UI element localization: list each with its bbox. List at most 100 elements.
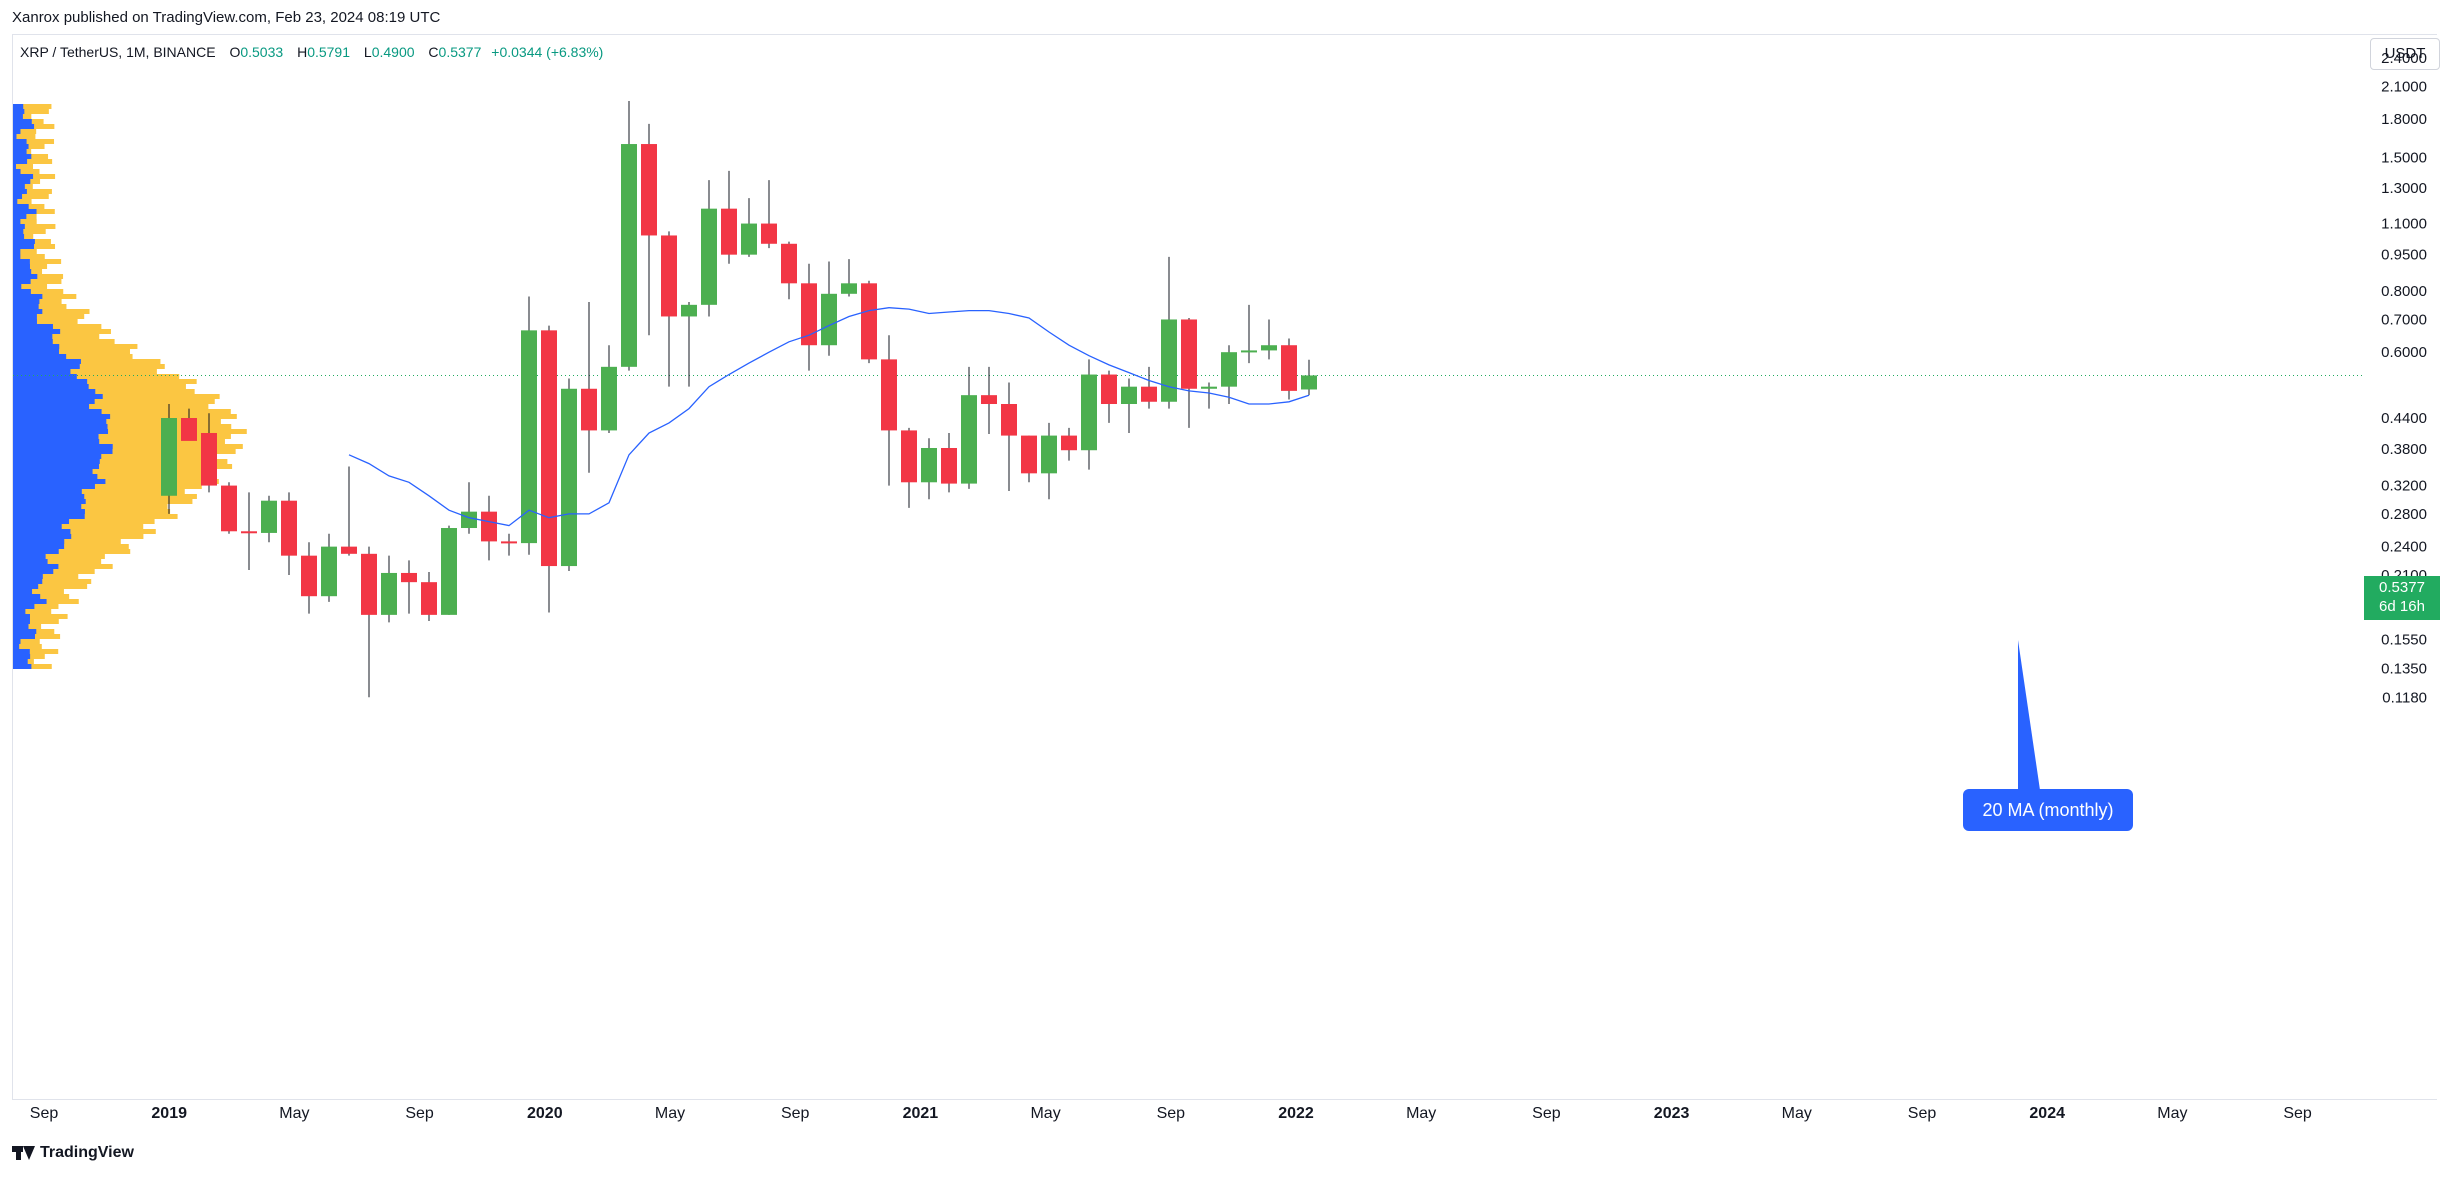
volume-profile-bar <box>13 344 138 349</box>
volume-profile-up-bar <box>13 264 30 269</box>
x-tick-label: Sep <box>30 1105 59 1122</box>
volume-profile-up-bar <box>13 169 21 174</box>
volume-profile-up-bar <box>13 114 23 119</box>
volume-profile-up-bar <box>13 354 67 359</box>
volume-profile-up-bar <box>13 389 96 394</box>
volume-profile-up-bar <box>13 194 23 199</box>
volume-profile-bar <box>13 224 56 229</box>
volume-profile-up-bar <box>13 534 72 539</box>
volume-profile-up-bar <box>13 254 21 259</box>
volume-profile-bar <box>13 489 185 494</box>
volume-profile-up-bar <box>13 374 77 379</box>
x-tick-label: May <box>279 1105 309 1122</box>
volume-profile-bar <box>13 199 32 204</box>
volume-profile-up-bar <box>13 249 21 254</box>
volume-profile-bar <box>13 484 202 489</box>
volume-profile-bar <box>13 524 144 529</box>
volume-profile-bar <box>13 494 197 499</box>
candle-body <box>181 418 197 441</box>
volume-profile-up-bar <box>13 474 98 479</box>
low-label: L <box>363 44 372 60</box>
volume-profile-up-bar <box>13 149 27 154</box>
volume-profile-up-bar <box>13 154 32 159</box>
volume-profile-bar <box>13 169 40 174</box>
volume-profile-bar <box>13 574 79 579</box>
volume-profile-bar <box>13 229 46 234</box>
volume-profile-bar <box>13 104 52 109</box>
candle-body <box>481 511 497 542</box>
candle-body <box>1121 386 1137 405</box>
volume-profile-up-bar <box>13 414 111 419</box>
volume-profile-bar <box>13 604 59 609</box>
candle-body <box>821 293 837 346</box>
volume-profile-up-bar <box>13 364 80 369</box>
candle-body <box>901 430 917 483</box>
volume-profile-up-bar <box>13 499 86 504</box>
tradingview-logo[interactable]: TradingView <box>12 1144 134 1162</box>
y-tick-label: 1.3000 <box>2381 180 2427 197</box>
candle-body <box>1081 374 1097 451</box>
volume-profile-bar <box>13 559 102 564</box>
candle-body <box>781 243 797 284</box>
candle-body <box>601 366 617 431</box>
volume-profile-bar <box>13 194 49 199</box>
volume-profile-up-bar <box>13 654 31 659</box>
volume-profile-up-bar <box>13 384 89 389</box>
volume-profile-bar <box>13 469 209 474</box>
volume-profile-bar <box>13 354 133 359</box>
volume-profile-up-bar <box>13 489 82 494</box>
volume-profile-bar <box>13 259 62 264</box>
brand-name: TradingView <box>40 1144 134 1161</box>
volume-profile-up-bar <box>13 394 103 399</box>
volume-profile-bar <box>13 369 157 374</box>
x-tick-label: May <box>1782 1105 1812 1122</box>
x-tick-label: Sep <box>781 1105 810 1122</box>
volume-profile-up-bar <box>13 189 27 194</box>
publisher-line: Xanrox published on TradingView.com, Feb… <box>12 9 441 26</box>
volume-profile-bar <box>13 519 155 524</box>
volume-profile-up-bar <box>13 224 25 229</box>
currency-unit-button[interactable]: USDT <box>2370 38 2440 70</box>
volume-profile-up-bar <box>13 514 85 519</box>
candle-body <box>681 304 697 317</box>
volume-profile-up-bar <box>13 314 37 319</box>
volume-profile-bar <box>13 644 42 649</box>
volume-profile-bar <box>13 384 186 389</box>
volume-profile-up-bar <box>13 219 21 224</box>
volume-profile-bar <box>13 464 233 469</box>
candle-body <box>1181 319 1197 389</box>
candle-body <box>341 546 357 554</box>
volume-profile-up-bar <box>13 184 25 189</box>
volume-profile-up-bar <box>13 539 65 544</box>
volume-profile-up-bar <box>13 574 43 579</box>
volume-profile-bar <box>13 454 217 459</box>
ma-annotation-callout[interactable]: 20 MA (monthly) <box>1963 789 2133 831</box>
candle-body <box>1061 435 1077 451</box>
volume-profile-up-bar <box>13 494 85 499</box>
y-tick-label: 1.8000 <box>2381 111 2427 128</box>
ma20-line <box>348 307 1310 527</box>
candle-countdown: 6d 16h <box>2379 598 2425 615</box>
volume-profile-up-bar <box>13 144 29 149</box>
volume-profile-up-bar <box>13 439 100 444</box>
volume-profile-up-bar <box>13 604 35 609</box>
volume-profile-bar <box>13 499 193 504</box>
x-tick-label: May <box>1030 1105 1060 1122</box>
volume-profile-bar <box>13 554 105 559</box>
candle-body <box>441 528 457 615</box>
volume-profile-bar <box>13 584 88 589</box>
y-tick-label: 0.4400 <box>2381 410 2427 427</box>
candle-body <box>1101 374 1117 405</box>
candle-body <box>1161 319 1177 402</box>
volume-profile-up-bar <box>13 639 21 644</box>
candle-body <box>201 432 217 486</box>
volume-profile-up-bar <box>13 479 106 484</box>
candle-body <box>381 572 397 615</box>
volume-profile-bar <box>13 359 161 364</box>
candle-body <box>581 388 597 431</box>
candle-body <box>1201 386 1217 389</box>
volume-profile-up-bar <box>13 229 24 234</box>
volume-profile-bar <box>13 424 232 429</box>
high-label: H <box>297 44 308 60</box>
